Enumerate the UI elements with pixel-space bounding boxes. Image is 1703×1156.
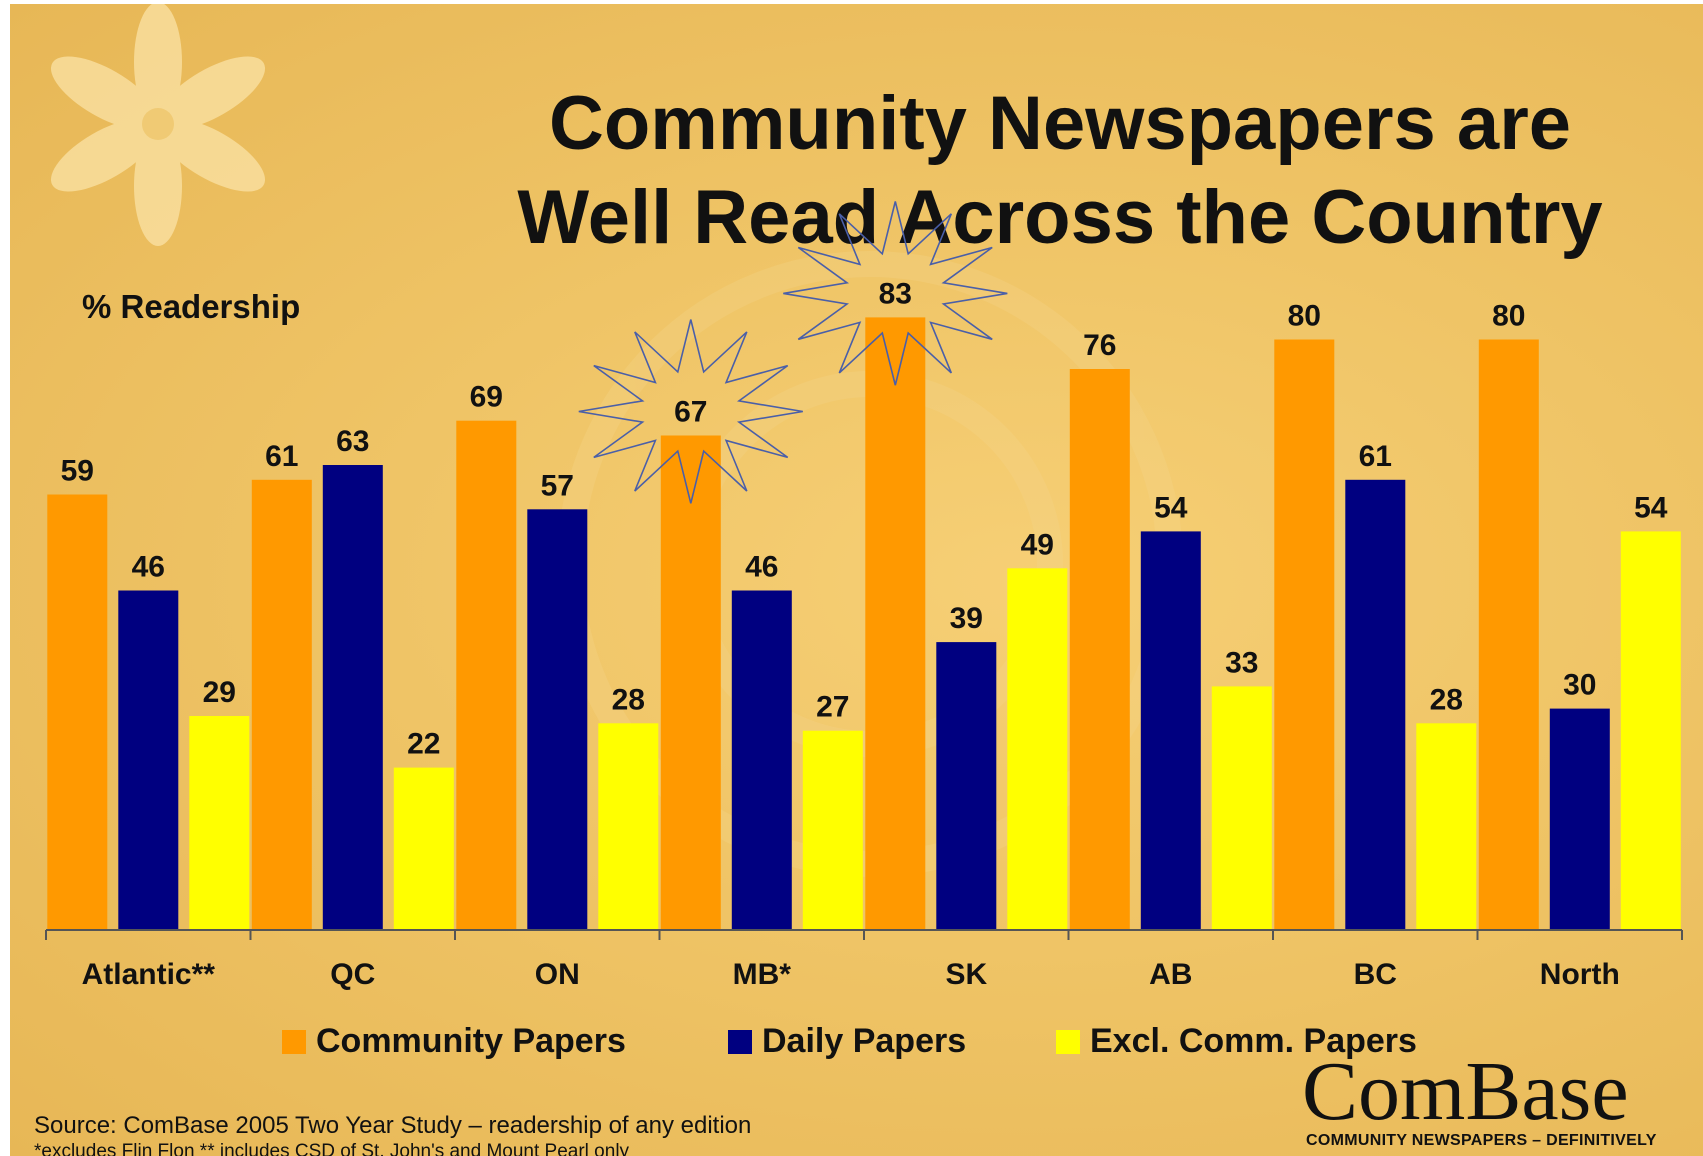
data-label-excl-2: 28 <box>612 683 645 716</box>
legend-item-excl: Excl. Comm. Papers <box>1056 1022 1417 1061</box>
legend-item-community: Community Papers <box>282 1022 626 1061</box>
bar-community-6 <box>1274 339 1335 930</box>
highlight-burst-3 <box>578 319 803 504</box>
y-axis-label: % Readership <box>82 288 301 325</box>
x-tick-label-3: MB* <box>733 958 792 991</box>
data-label-excl-0: 29 <box>203 676 236 709</box>
data-label-excl-5: 33 <box>1225 646 1258 679</box>
data-label-community-0: 59 <box>61 455 94 488</box>
data-label-daily-2: 57 <box>541 469 574 502</box>
legend-label-excl: Excl. Comm. Papers <box>1090 1022 1417 1060</box>
bar-community-5 <box>1069 369 1130 930</box>
bar-excl-4 <box>1007 568 1068 930</box>
x-tick-label-7: North <box>1540 958 1620 991</box>
brand-logo: ComBase <box>1302 1045 1629 1138</box>
bar-daily-0 <box>118 590 179 930</box>
data-label-community-5: 76 <box>1083 329 1116 362</box>
data-label-daily-1: 63 <box>336 425 369 458</box>
data-label-daily-4: 39 <box>950 602 983 635</box>
bar-excl-1 <box>393 767 454 930</box>
x-tick-label-6: BC <box>1354 958 1397 991</box>
bar-community-3 <box>660 435 721 930</box>
x-tick-label-2: ON <box>535 958 580 991</box>
bar-daily-5 <box>1140 531 1201 930</box>
data-label-excl-1: 22 <box>407 728 440 761</box>
bar-excl-3 <box>802 730 863 930</box>
data-label-community-1: 61 <box>265 440 298 473</box>
x-tick-label-4: SK <box>945 958 987 991</box>
data-label-daily-6: 61 <box>1359 440 1392 473</box>
data-label-daily-5: 54 <box>1154 491 1188 524</box>
source-note: Source: ComBase 2005 Two Year Study – re… <box>34 1112 752 1139</box>
data-label-community-6: 80 <box>1288 300 1321 333</box>
bar-daily-4 <box>936 642 997 930</box>
brand-tagline: COMMUNITY NEWSPAPERS – DEFINITIVELY <box>1306 1132 1657 1149</box>
data-label-daily-0: 46 <box>132 551 165 584</box>
legend-swatch-daily <box>728 1029 752 1054</box>
chart-title-line-2: Well Read Across the Country <box>517 175 1603 260</box>
data-label-community-2: 69 <box>470 381 503 414</box>
data-label-excl-7: 54 <box>1634 491 1668 524</box>
legend-swatch-community <box>282 1029 306 1054</box>
bar-daily-3 <box>731 590 792 930</box>
chart-title-line-1: Community Newspapers are <box>548 81 1572 166</box>
x-tick-label-5: AB <box>1149 958 1192 991</box>
bar-community-7 <box>1478 339 1539 930</box>
data-label-community-7: 80 <box>1492 300 1525 333</box>
data-label-excl-4: 49 <box>1021 528 1054 561</box>
legend-item-daily: Daily Papers <box>728 1022 966 1061</box>
bar-daily-6 <box>1345 479 1406 930</box>
bar-excl-6 <box>1416 723 1477 930</box>
data-label-daily-7: 30 <box>1563 669 1596 702</box>
bar-daily-7 <box>1549 708 1610 930</box>
bar-excl-5 <box>1211 686 1272 930</box>
bar-daily-2 <box>527 509 588 930</box>
bar-community-2 <box>456 420 517 930</box>
legend-label-community: Community Papers <box>316 1022 626 1060</box>
bar-excl-2 <box>598 723 659 930</box>
highlight-burst-4 <box>783 201 1008 386</box>
bar-community-0 <box>47 494 108 930</box>
bar-excl-7 <box>1620 531 1681 930</box>
data-label-excl-6: 28 <box>1430 683 1463 716</box>
x-tick-label-0: Atlantic** <box>82 958 216 991</box>
bar-community-4 <box>865 317 926 930</box>
bar-daily-1 <box>322 465 383 930</box>
data-label-excl-3: 27 <box>816 691 849 724</box>
legend-label-daily: Daily Papers <box>762 1022 967 1060</box>
footnote: *excludes Flin Flon ** includes CSD of S… <box>34 1141 630 1156</box>
bar-chart: Atlantic** QC ON MB* SK AB BC North 59 46 29 61 63 22… <box>45 201 1683 991</box>
slide: Community Newspapers are Well Read Acros… <box>10 4 1703 1156</box>
data-label-community-4: 83 <box>879 277 912 310</box>
bar-excl-0 <box>189 716 250 930</box>
data-label-community-3: 67 <box>674 396 707 429</box>
data-label-daily-3: 46 <box>745 551 778 584</box>
x-tick-label-1: QC <box>330 958 375 991</box>
legend-swatch-excl <box>1056 1029 1080 1054</box>
bar-community-1 <box>251 479 312 930</box>
